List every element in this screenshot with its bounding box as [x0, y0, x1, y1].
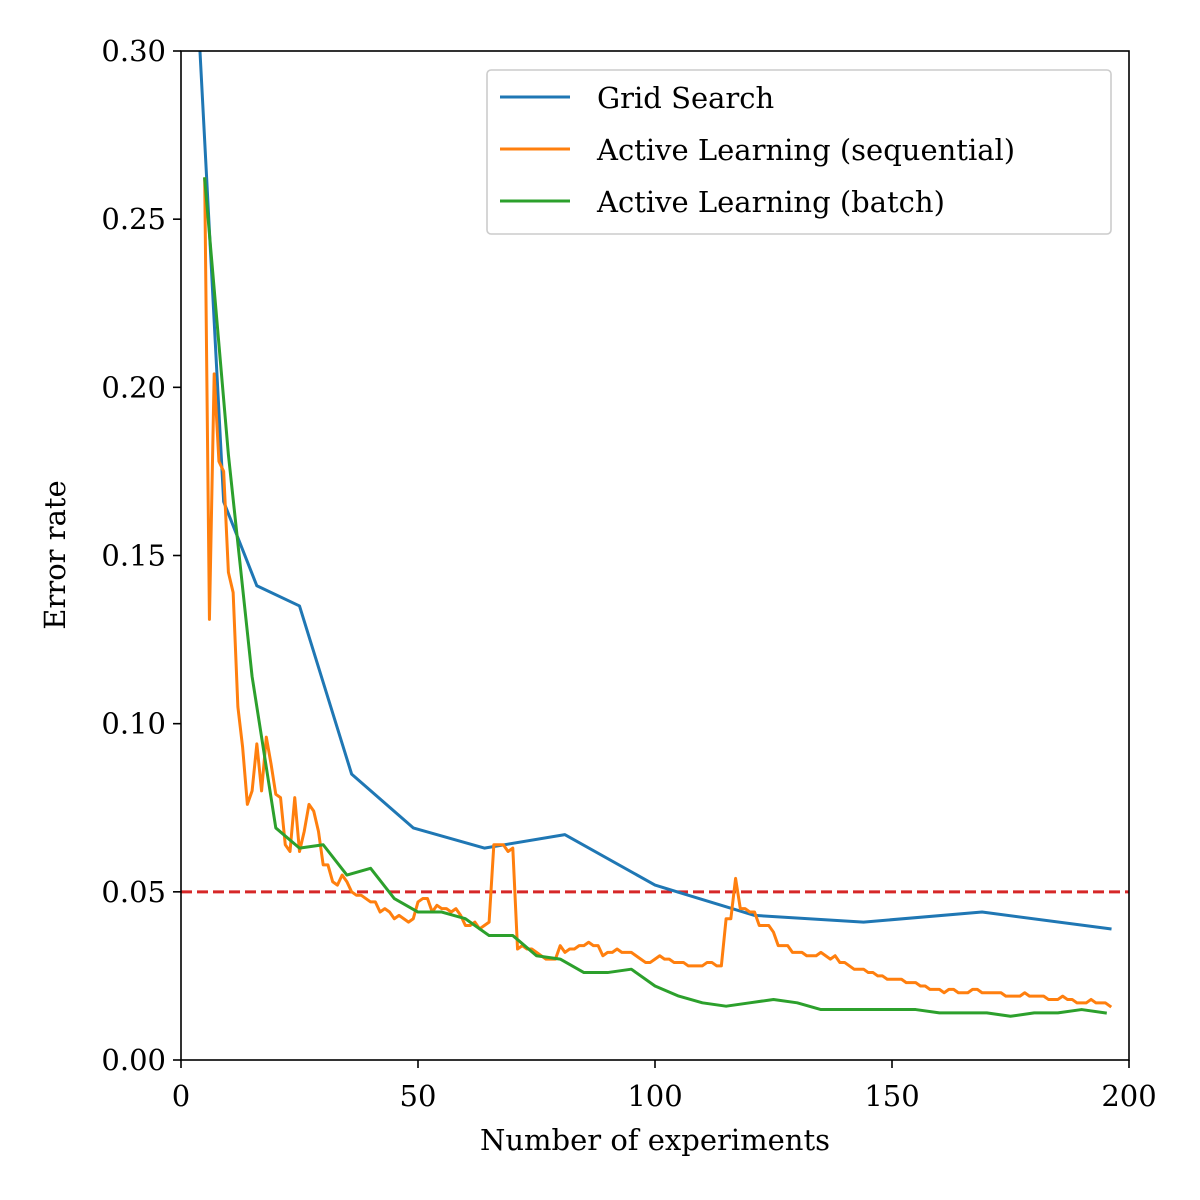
x-tick-label: 150 — [864, 1079, 919, 1113]
legend: Grid Search Active Learning (sequential)… — [486, 69, 1112, 235]
x-tick-label: 0 — [172, 1079, 190, 1113]
y-tick-label: 0.15 — [101, 539, 166, 573]
legend-label-active-learning-sequential: Active Learning (sequential) — [596, 133, 1015, 167]
x-tick-label: 50 — [400, 1079, 437, 1113]
legend-label-grid-search: Grid Search — [597, 81, 774, 115]
x-tick-label: 200 — [1101, 1079, 1156, 1113]
y-tick-label: 0.00 — [101, 1043, 166, 1077]
legend-label-active-learning-batch: Active Learning (batch) — [596, 185, 945, 219]
legend-frame — [486, 69, 1112, 235]
y-axis-title: Error rate — [38, 480, 72, 629]
x-tick-label: 100 — [627, 1079, 682, 1113]
y-tick-label: 0.10 — [101, 707, 166, 741]
y-tick-label: 0.05 — [101, 875, 166, 909]
series-line-active-learning-sequential — [203, 177, 1113, 1009]
y-tick-label: 0.30 — [101, 34, 166, 68]
series-line-grid-search — [198, 51, 1112, 931]
series-line-active-learning-batch — [203, 177, 1107, 1018]
y-tick-label: 0.20 — [101, 370, 166, 404]
y-tick-label: 0.25 — [101, 202, 166, 236]
x-axis-title: Number of experiments — [480, 1123, 830, 1157]
